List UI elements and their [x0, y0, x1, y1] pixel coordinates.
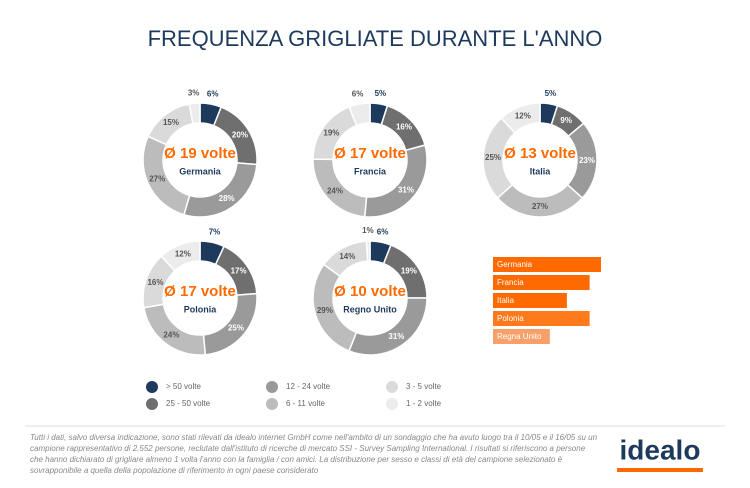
footnote: Tutti i dati, salvo diversa indicazione,…: [30, 433, 598, 475]
value-label: 25%: [485, 153, 501, 162]
bar: [493, 275, 590, 290]
value-label: 6%: [352, 89, 364, 98]
bar: [493, 257, 601, 272]
value-label: 12%: [175, 249, 191, 258]
bar-label: Regna Unito: [497, 332, 542, 341]
value-label: 20%: [232, 130, 248, 139]
value-label: 24%: [163, 330, 179, 339]
value-label: 15%: [163, 118, 179, 127]
legend-label: 1 - 2 volte: [406, 399, 442, 408]
value-label: 6%: [207, 89, 219, 98]
legend-swatch: [146, 398, 158, 410]
legend-label: > 50 volte: [166, 382, 201, 391]
value-label: 31%: [398, 185, 414, 194]
country-name: Francia: [354, 166, 387, 176]
value-label: 27%: [149, 175, 165, 184]
bar: [493, 293, 567, 308]
country-name: Italia: [530, 166, 552, 176]
value-label: 24%: [327, 186, 343, 195]
value-label: 27%: [532, 202, 548, 211]
value-label: 29%: [317, 306, 333, 315]
legend-label: 25 - 50 volte: [166, 399, 211, 408]
value-label: 16%: [147, 278, 163, 287]
value-label: 1%: [362, 226, 374, 235]
value-label: 16%: [396, 123, 412, 132]
logo: idealo: [620, 434, 701, 465]
donut-segment: [348, 102, 371, 127]
value-label: 19%: [323, 128, 339, 137]
center-label: Ø 13 volte: [504, 145, 576, 162]
value-label: 5%: [545, 89, 557, 98]
legend-label: 6 - 11 volte: [286, 399, 326, 408]
value-label: 28%: [219, 194, 235, 203]
country-name: Germania: [179, 166, 222, 176]
donut-segment: [160, 240, 201, 272]
donut-segment: [496, 183, 584, 218]
value-label: 25%: [228, 323, 244, 332]
value-label: 19%: [401, 267, 417, 276]
value-label: 23%: [579, 156, 595, 165]
logo-underline: [617, 468, 703, 472]
center-label: Ø 19 volte: [164, 145, 236, 162]
legend-swatch: [386, 398, 398, 410]
value-label: 14%: [339, 252, 355, 261]
value-label: 9%: [560, 116, 572, 125]
center-label: Ø 10 volte: [334, 283, 406, 300]
center-label: Ø 17 volte: [164, 283, 236, 300]
value-label: 5%: [375, 89, 387, 98]
country-name: Regno Unito: [343, 304, 397, 314]
legend-swatch: [146, 381, 158, 393]
value-label: 17%: [231, 266, 247, 275]
value-label: 3%: [188, 88, 200, 97]
donut-segment: [188, 102, 201, 125]
legend-label: 3 - 5 volte: [406, 382, 442, 391]
bar: [493, 311, 590, 326]
bar-label: Francia: [497, 278, 524, 287]
center-label: Ø 17 volte: [334, 145, 406, 162]
value-label: 31%: [388, 332, 404, 341]
bar-label: Germania: [497, 260, 533, 269]
title: FREQUENZA GRIGLIATE DURANTE L'ANNO: [148, 26, 603, 51]
legend-swatch: [266, 398, 278, 410]
country-name: Polonia: [184, 304, 217, 314]
bar-label: Italia: [497, 296, 514, 305]
donut-segment: [500, 102, 541, 134]
bar-label: Polonia: [497, 314, 524, 323]
bar: [493, 329, 550, 344]
value-label: 12%: [515, 111, 531, 120]
value-label: 7%: [209, 228, 221, 237]
legend-label: 12 - 24 volte: [286, 382, 331, 391]
value-label: 6%: [377, 227, 389, 236]
donut-segment: [365, 240, 371, 262]
legend-swatch: [386, 381, 398, 393]
legend-swatch: [266, 381, 278, 393]
